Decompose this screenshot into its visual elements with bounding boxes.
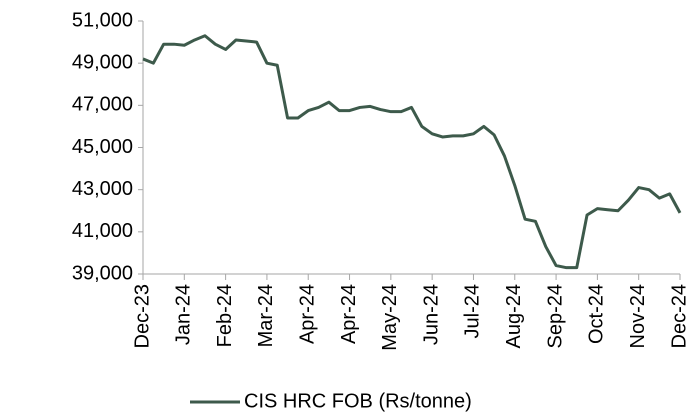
x-tick-label: Apr-24 (297, 284, 319, 344)
x-tick-label: Jun-24 (420, 284, 442, 345)
y-tick-label: 45,000 (72, 136, 133, 158)
y-tick-label: 39,000 (72, 262, 133, 284)
x-tick-label: Feb-24 (214, 284, 236, 347)
x-tick-label: Nov-24 (627, 284, 649, 348)
x-tick-label: Dec-23 (131, 284, 153, 348)
x-tick-label: Dec-24 (668, 284, 690, 348)
x-tick-label: Apr-24 (338, 284, 360, 344)
x-tick-label: Jan-24 (173, 284, 195, 345)
y-tick-label: 49,000 (72, 51, 133, 73)
y-tick-label: 43,000 (72, 178, 133, 200)
series-line (142, 34, 682, 270)
legend-label: CIS HRC FOB (Rs/tonne) (244, 390, 472, 412)
y-tick-label: 47,000 (72, 94, 133, 116)
x-tick-label: Oct-24 (586, 284, 608, 344)
x-tick-label: Jul-24 (462, 284, 484, 338)
y-tick-label: 51,000 (72, 9, 133, 31)
x-tick-label: Sep-24 (544, 284, 566, 349)
y-tick-label: 41,000 (72, 220, 133, 242)
x-tick-label: May-24 (379, 284, 401, 351)
x-tick-label: Mar-24 (255, 284, 277, 347)
x-tick-label: Aug-24 (503, 284, 525, 349)
